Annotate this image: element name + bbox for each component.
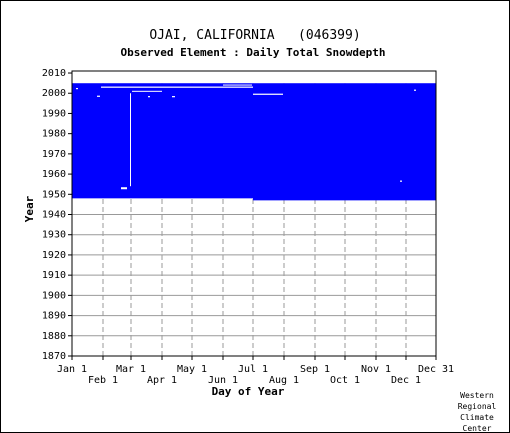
y-tick-label: 1900 [42,290,66,301]
y-tick-label: 2000 [42,88,66,99]
credit-line: Center [463,424,492,432]
missing-data-segment [414,89,416,91]
x-tick-label: Dec 31 [418,364,454,375]
missing-data-segment [400,180,402,182]
credit-line: Western [460,391,494,400]
missing-data-segment [132,90,162,92]
y-tick-label: 1960 [42,169,66,180]
x-tick-label: Aug 1 [269,375,299,386]
y-tick-label: 2010 [42,68,66,79]
x-tick-label: Sep 1 [300,364,330,375]
missing-data-segment [97,95,100,97]
x-axis-label: Day of Year [212,385,285,398]
x-tick-label: Feb 1 [88,375,118,386]
missing-data-segment [121,187,127,190]
missing-data-segment [253,93,283,95]
x-tick-label: May 1 [177,364,207,375]
y-tick-label: 1870 [42,351,66,362]
missing-data-segment [172,96,175,98]
missing-data-segment [148,96,150,98]
y-tick-label: 1930 [42,230,66,241]
missing-data-segment [130,93,131,187]
y-tick-label: 1950 [42,189,66,200]
x-tick-label: Mar 1 [116,364,146,375]
credit-line: Regional [458,402,497,411]
x-tick-label: Oct 1 [330,375,360,386]
missing-data-segment [101,86,253,88]
missing-data-segment [223,84,252,86]
y-tick-label: 1980 [42,129,66,140]
y-tick-label: 1940 [42,210,66,221]
y-tick-label: 1920 [42,250,66,261]
missing-data-segment [76,87,78,90]
x-tick-label: Jan 1 [57,364,87,375]
x-tick-label: Apr 1 [147,375,177,386]
observed-data-block [72,83,253,199]
missing-data-segment [72,71,436,84]
x-tick-label: Nov 1 [361,364,391,375]
x-tick-label: Dec 1 [391,375,421,386]
y-tick-label: 1990 [42,108,66,119]
credit-line: Climate [460,413,494,422]
y-tick-label: 1910 [42,270,66,281]
plot-area: 1870 1880 1890 1900 1910 1920 1930 1940 1950 1960… [42,68,454,386]
y-tick-label: 1970 [42,149,66,160]
plot-border [71,70,437,357]
x-tick-label: Jul 1 [238,364,268,375]
chart-subtitle: Observed Element : Daily Total Snowdepth [121,46,386,59]
y-tick-label: 1890 [42,311,66,322]
credit-block: Western Regional Climate Center [458,391,497,432]
observed-data-block [253,83,436,201]
y-tick-label: 1880 [42,331,66,342]
x-tick-label: Jun 1 [208,375,238,386]
chart-title: OJAI, CALIFORNIA (046399) [149,28,360,43]
y-axis-label: Year [23,195,36,222]
